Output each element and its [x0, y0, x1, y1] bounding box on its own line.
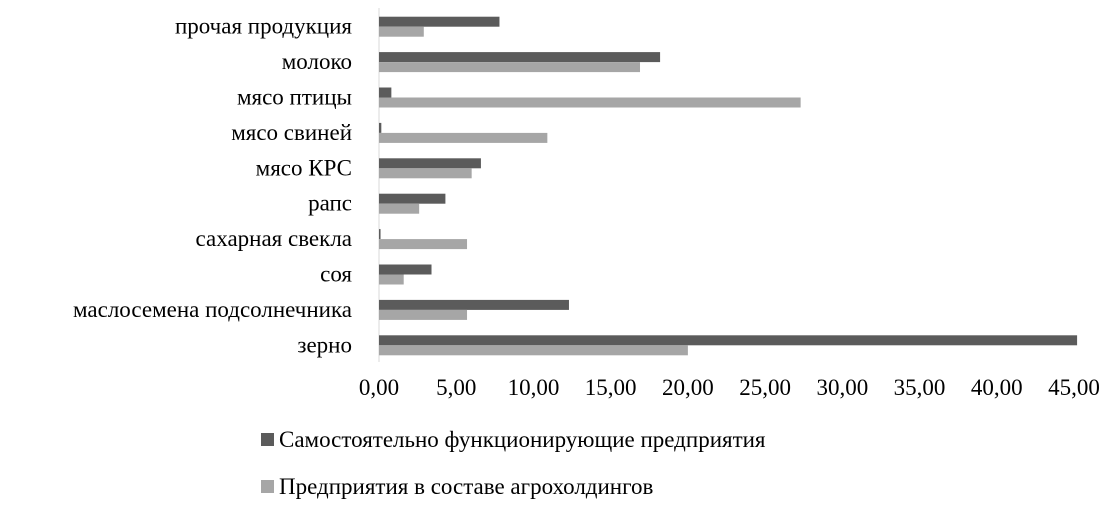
- legend-label: Предприятия в составе агрохолдингов: [279, 474, 653, 499]
- category-label: мясо птицы: [237, 85, 352, 110]
- legend-swatch: [261, 433, 274, 446]
- category-label: зерно: [297, 332, 352, 357]
- bar-standalone: [379, 16, 500, 27]
- bar-standalone: [379, 299, 569, 310]
- bar-agroholding: [379, 239, 468, 250]
- bar-agroholding: [379, 309, 468, 320]
- bar-standalone: [379, 193, 446, 204]
- bars: [379, 16, 1078, 356]
- bar-agroholding: [379, 62, 641, 73]
- category-label: молоко: [282, 49, 352, 74]
- x-tick-label: 5,00: [436, 375, 476, 400]
- category-label: маслосемена подсолнечника: [73, 297, 352, 322]
- bar-standalone: [379, 87, 392, 98]
- bar-standalone: [379, 122, 382, 133]
- bar-standalone: [379, 264, 432, 275]
- bar-agroholding: [379, 26, 424, 37]
- x-tick-label: 20,00: [662, 375, 714, 400]
- x-tick-label: 30,00: [816, 375, 868, 400]
- x-tick-label: 0,00: [359, 375, 399, 400]
- bar-agroholding: [379, 97, 801, 108]
- bar-standalone: [379, 158, 481, 169]
- bar-agroholding: [379, 168, 472, 179]
- bar-agroholding: [379, 132, 548, 143]
- x-tick-label: 25,00: [739, 375, 791, 400]
- x-tick-label: 35,00: [894, 375, 946, 400]
- category-labels: прочая продукция молоко мясо птицы мясо сви…: [73, 14, 352, 358]
- bar-standalone: [379, 335, 1078, 346]
- legend: Самостоятельно функционирующие предприят…: [261, 427, 766, 499]
- legend-label: Самостоятельно функционирующие предприят…: [279, 427, 766, 452]
- category-label: мясо КРС: [256, 155, 352, 180]
- x-axis-tick-labels: 0,00 5,00 10,00 15,00 20,00 25,00 30,00 35,00 40…: [359, 375, 1100, 400]
- legend-swatch: [261, 480, 274, 493]
- x-tick-label: 40,00: [971, 375, 1023, 400]
- x-tick-label: 15,00: [585, 375, 637, 400]
- category-label: мясо свиней: [231, 120, 352, 145]
- bar-agroholding: [379, 274, 404, 285]
- bar-agroholding: [379, 203, 420, 214]
- bar-agroholding: [379, 345, 688, 356]
- x-tick-label: 45,00: [1048, 375, 1100, 400]
- category-label: сахарная свекла: [196, 226, 352, 251]
- category-label: прочая продукция: [175, 14, 352, 39]
- bar-standalone: [379, 229, 381, 240]
- category-label: соя: [320, 262, 352, 287]
- x-tick-label: 10,00: [508, 375, 560, 400]
- category-label: рапс: [308, 191, 352, 216]
- bar-standalone: [379, 52, 661, 63]
